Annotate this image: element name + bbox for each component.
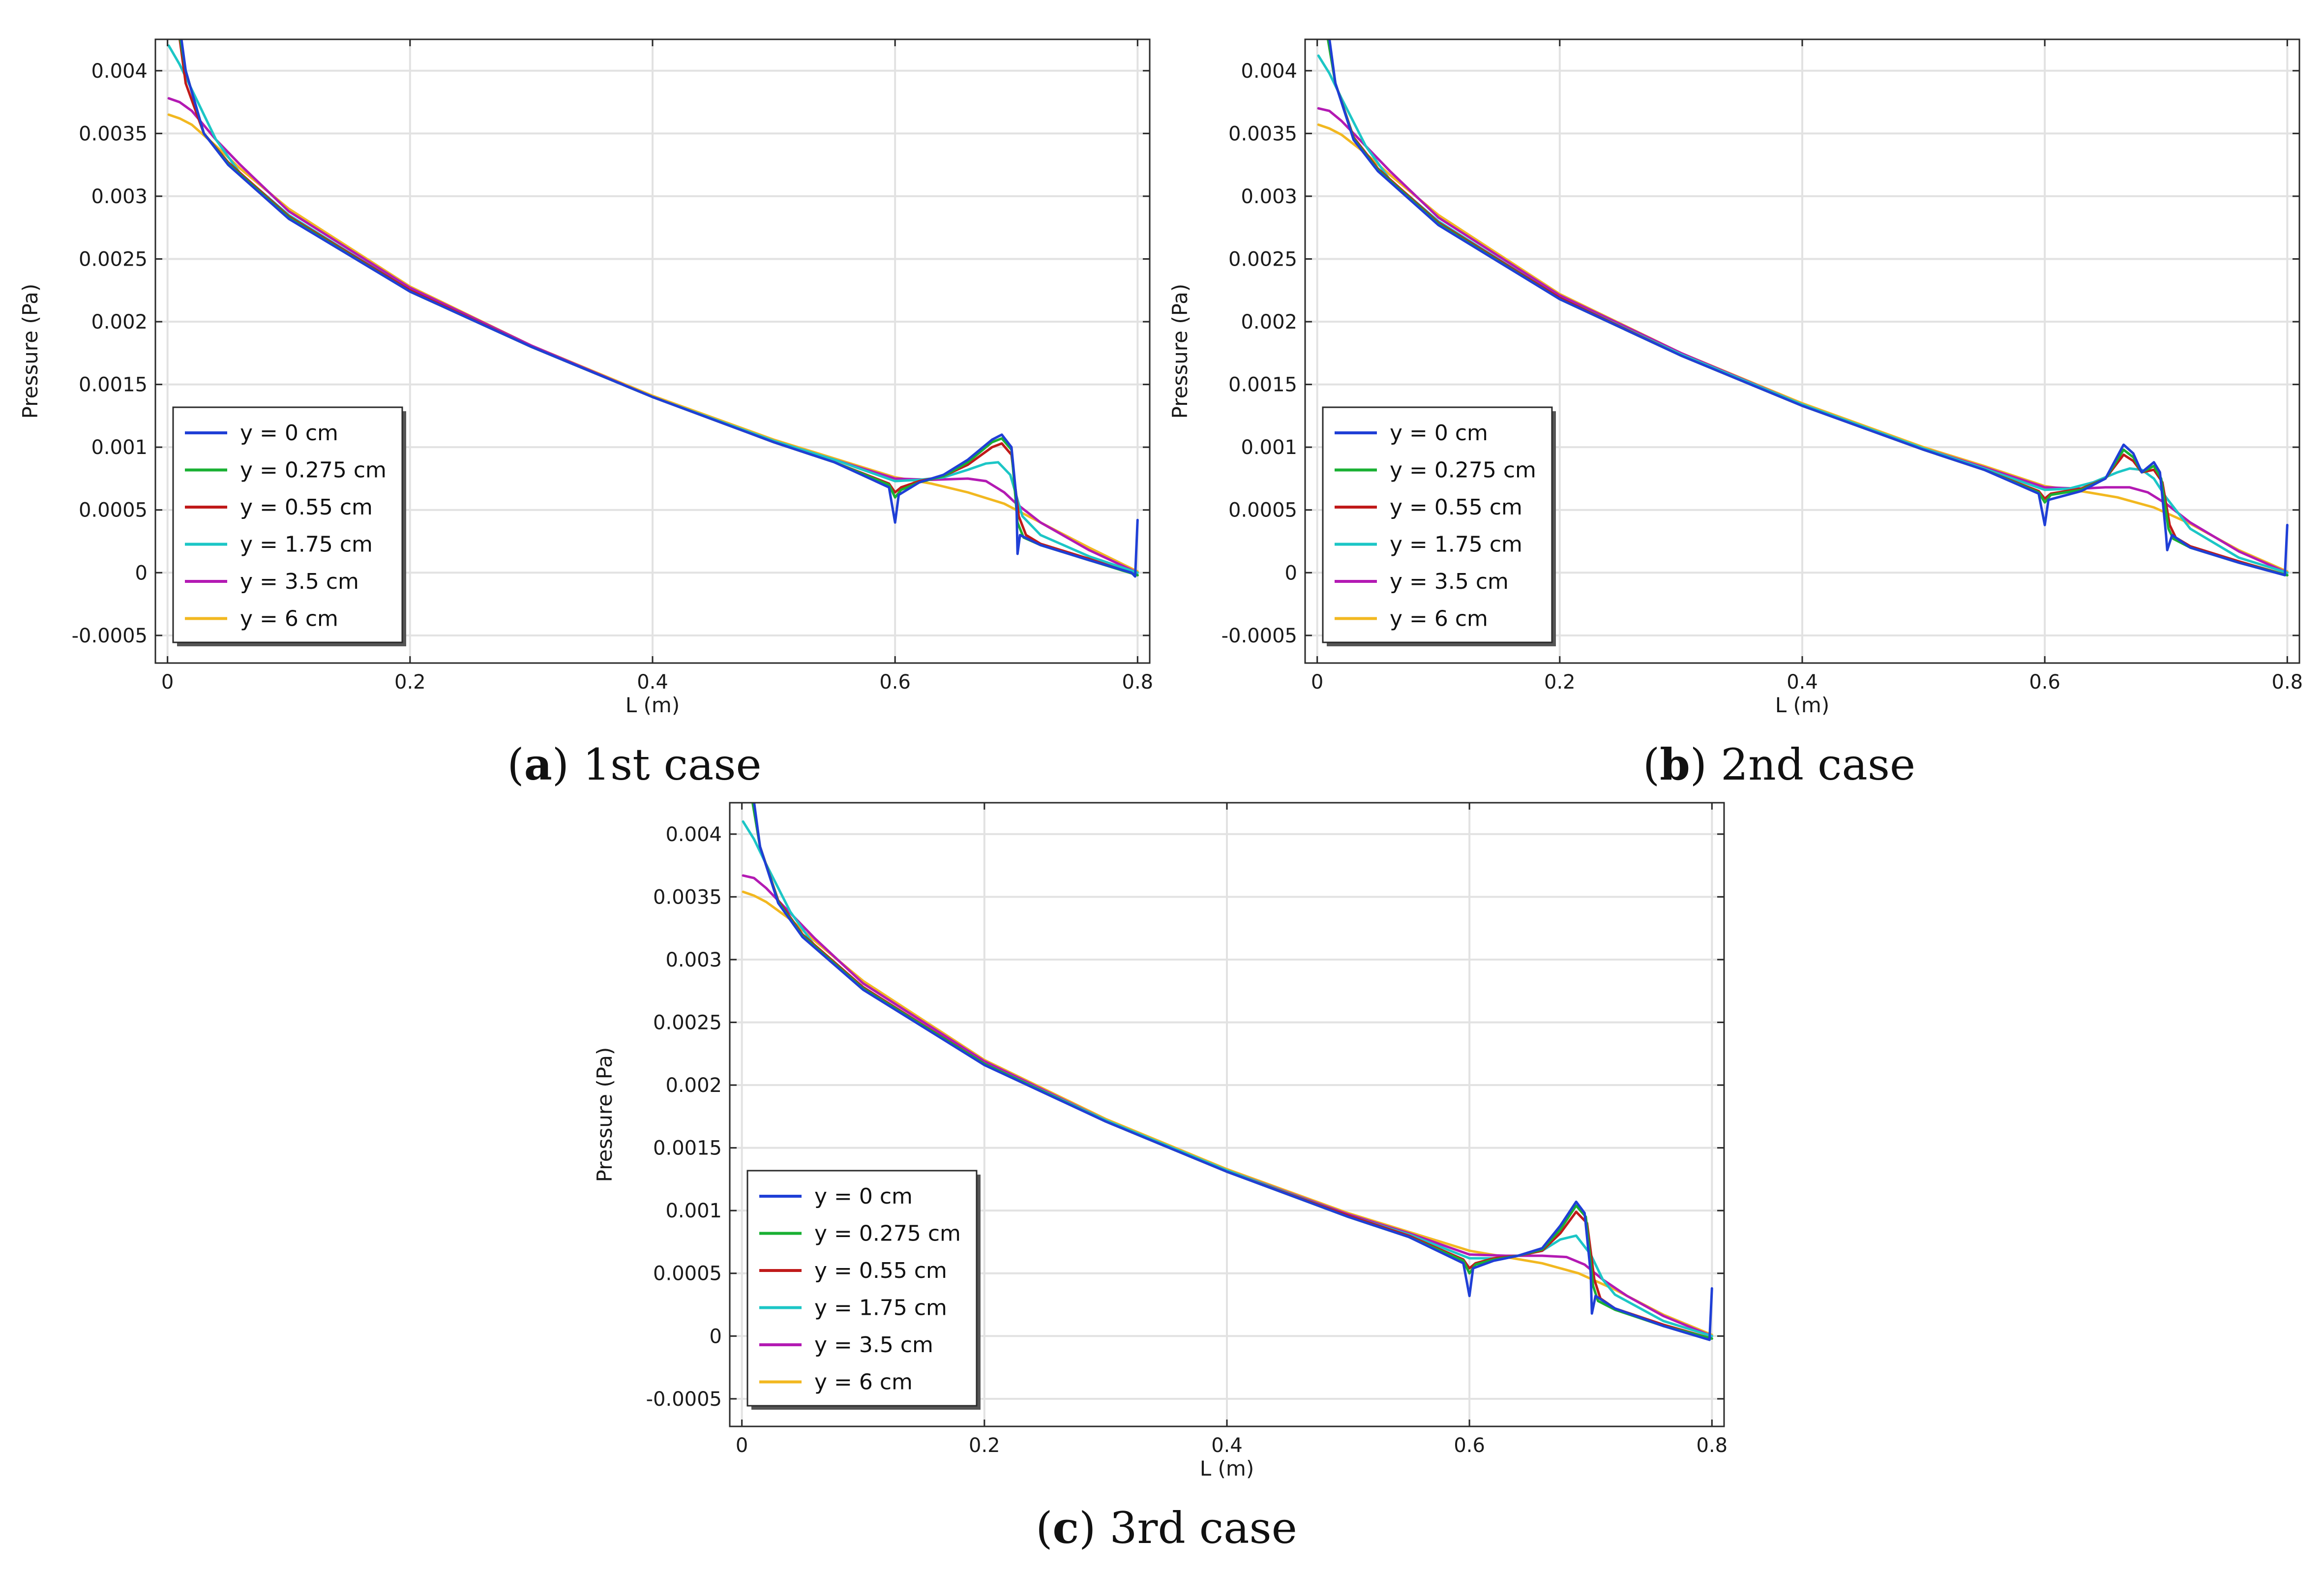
panel-c-ytick-label: 0.001 (665, 1200, 722, 1222)
panel-a-ytick-label: 0.0035 (79, 122, 148, 145)
panel-b-ytick-label: -0.0005 (1222, 625, 1297, 647)
panel-a-ytick-label: 0.002 (91, 311, 148, 333)
caption-a-text: 1st case (583, 739, 761, 790)
panel-b-legend-label-3: y = 1.75 cm (1390, 532, 1522, 557)
panel-b-ytick-label: 0.001 (1241, 436, 1297, 459)
panel-a-legend-label-1: y = 0.275 cm (240, 458, 387, 483)
panel-c-legend-label-0: y = 0 cm (814, 1184, 913, 1209)
panel-c-series-group (742, 803, 1713, 1341)
panel-b-xtick-label: 0.8 (2272, 671, 2303, 694)
panel-c-ytick-label: 0.0025 (653, 1011, 722, 1034)
panel-c-xtick-label: 0.8 (1697, 1434, 1728, 1457)
panel-b-series-group (1317, 39, 2289, 576)
panel-b-y-axis-label: Pressure (Pa) (1168, 284, 1192, 419)
panel-a-legend-box (172, 406, 403, 643)
panel-b-legend-label-5: y = 6 cm (1390, 606, 1488, 632)
panel-a-ytick-label: 0.0025 (79, 248, 148, 271)
panel-c-legend-label-2: y = 0.55 cm (814, 1258, 947, 1283)
panel-b-chart: 0 0.2 0.4 0.6 0.8 -0.0005 0 0.0005 0.001 0.0015 0.… (1168, 38, 2303, 717)
panel-a-y-axis-label: Pressure (Pa) (18, 284, 42, 419)
panel-b-legend-label-2: y = 0.55 cm (1390, 495, 1522, 520)
panel-a-ytick-label: 0.003 (91, 185, 148, 208)
panel-c-xtick-label: 0.6 (1454, 1434, 1485, 1457)
panel-b-grid (1305, 39, 2299, 663)
panel-a-ytick-label: 0 (135, 562, 148, 584)
panel-a-series-line-0 (180, 39, 1139, 578)
panel-b-ytick-label: 0.003 (1241, 185, 1297, 208)
panel-a-ytick-label: 0.004 (91, 60, 148, 83)
panel-a-ytick-label: 0.001 (91, 436, 148, 459)
panel-b-legend-label-1: y = 0.275 cm (1390, 458, 1536, 483)
panel-a-ytick-label: -0.0005 (72, 625, 148, 647)
panel-b-ytick-label: 0.0005 (1228, 499, 1297, 522)
panel-b-ytick-label: 0.0035 (1228, 122, 1297, 145)
panel-a-legend-label-5: y = 6 cm (240, 606, 338, 632)
panel-a-chart: 0 0.2 0.4 0.6 0.8 -0.0005 0 0.0005 0.001 0.0015 0.… (18, 38, 1154, 717)
panel-c-ytick-label: 0.0015 (653, 1137, 722, 1160)
panel-c-ytick-label: 0.0005 (653, 1263, 722, 1285)
caption-a: (a) 1st case (507, 739, 761, 790)
panel-a-ytick-label: 0.0005 (79, 499, 148, 522)
panel-b-ytick-label: 0.004 (1241, 60, 1297, 83)
panel-c-legend-label-1: y = 0.275 cm (814, 1221, 961, 1246)
panel-a-xtick-label: 0.4 (637, 671, 668, 694)
panel-b-legend: y = 0 cm y = 0.275 cm y = 0.55 cm y = 1.75 … (1322, 406, 1556, 646)
panel-a-ytick-label: 0.0015 (79, 374, 148, 396)
panel-a-xtick-label: 0.6 (879, 671, 911, 694)
panel-b-ytick-label: 0.0025 (1228, 248, 1297, 271)
panel-c-ytick-label: 0.003 (665, 949, 722, 971)
panel-b-xtick-label: 0.6 (2029, 671, 2060, 694)
panel-c-ytick-label: 0 (710, 1325, 722, 1348)
panel-b-legend-box (1322, 406, 1553, 643)
panel-a-series-group (167, 39, 1139, 578)
panel-c-xtick-label: 0.4 (1211, 1434, 1243, 1457)
caption-b-letter: b (1660, 739, 1690, 790)
panel-c-ytick-label: 0.0035 (653, 886, 722, 908)
panel-b-xtick-label: 0 (1311, 671, 1323, 694)
panel-c-legend-label-3: y = 1.75 cm (814, 1296, 947, 1321)
panel-c-series-line-0 (753, 803, 1713, 1341)
panel-a-legend-label-4: y = 3.5 cm (240, 569, 359, 594)
panel-c-legend-box (746, 1170, 978, 1407)
caption-c-letter: c (1053, 1502, 1079, 1553)
panel-c-x-axis-label: L (m) (1200, 1456, 1254, 1481)
panel-a-legend-label-2: y = 0.55 cm (240, 495, 373, 520)
panel-c-ytick-label: 0.002 (665, 1074, 722, 1097)
panel-c-legend: y = 0 cm y = 0.275 cm y = 0.55 cm y = 1.75 … (746, 1170, 981, 1410)
panel-b-x-axis-label: L (m) (1775, 693, 1829, 717)
panel-a-x-axis-label: L (m) (626, 693, 680, 717)
panel-c-ytick-label: -0.0005 (646, 1388, 722, 1411)
panel-c-xtick-label: 0 (736, 1434, 748, 1457)
panel-b-ytick-label: 0 (1285, 562, 1297, 584)
panel-b-xtick-label: 0.2 (1544, 671, 1576, 694)
panel-a-xtick-label: 0 (161, 671, 174, 694)
panel-a-xtick-label: 0.2 (394, 671, 426, 694)
panel-c-legend-label-4: y = 3.5 cm (814, 1332, 933, 1358)
panel-b-series-line-0 (1328, 39, 2289, 576)
panel-a-legend: y = 0 cm y = 0.275 cm y = 0.55 cm y = 1.75 … (172, 406, 406, 646)
panel-c-legend-label-5: y = 6 cm (814, 1370, 913, 1395)
panel-b-series-line-3 (1317, 54, 2289, 574)
panel-b-ytick-label: 0.0015 (1228, 374, 1297, 396)
panel-c-chart: 0 0.2 0.4 0.6 0.8 -0.0005 0 0.0005 0.001 0.0015 0.… (593, 802, 1728, 1481)
panel-b-legend-label-0: y = 0 cm (1390, 421, 1488, 446)
panel-b-ytick-label: 0.002 (1241, 311, 1297, 333)
caption-c-text: 3rd case (1109, 1503, 1297, 1553)
panel-a-xtick-label: 0.8 (1122, 671, 1154, 694)
panel-b-xtick-label: 0.4 (1787, 671, 1818, 694)
panel-c-ytick-label: 0.004 (665, 823, 722, 846)
caption-c: (c) 3rd case (1036, 1502, 1297, 1553)
caption-b-text: 2nd case (1721, 739, 1915, 790)
panel-a-legend-label-3: y = 1.75 cm (240, 532, 373, 557)
panel-c-series-line-3 (742, 820, 1713, 1337)
panel-b-legend-label-4: y = 3.5 cm (1390, 569, 1509, 594)
caption-a-letter: a (524, 739, 552, 790)
caption-b: (b) 2nd case (1643, 739, 1915, 790)
panel-c-xtick-label: 0.2 (969, 1434, 1000, 1457)
panel-a-legend-label-0: y = 0 cm (240, 421, 338, 446)
panel-c-y-axis-label: Pressure (Pa) (593, 1047, 617, 1182)
